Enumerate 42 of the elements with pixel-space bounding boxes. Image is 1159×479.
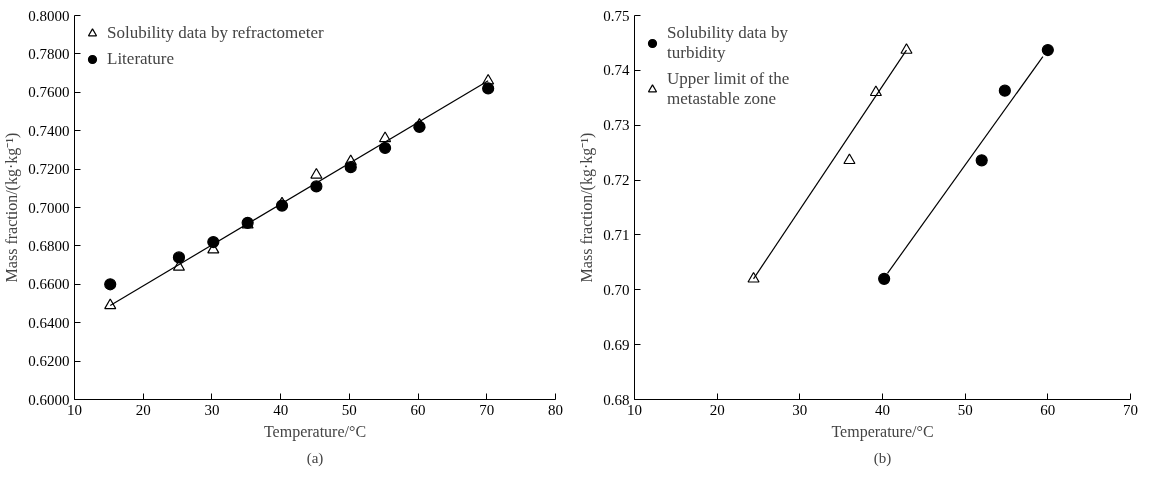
x-tick-label: 70 xyxy=(1123,401,1138,418)
x-tick-label: 20 xyxy=(709,401,725,418)
x-tick-label: 60 xyxy=(410,401,426,418)
y-tick-label: 0.6400 xyxy=(28,314,70,331)
legend-label: Upper limit of the metastable zone xyxy=(667,69,790,109)
y-tick-label: 0.75 xyxy=(603,7,630,24)
x-tick-label: 60 xyxy=(1040,401,1056,418)
y-tick-label: 0.73 xyxy=(603,117,630,134)
x-tick-label: 20 xyxy=(135,401,151,418)
y-tick-label: 0.7800 xyxy=(28,45,70,62)
y-tick-label: 0.68 xyxy=(603,391,630,408)
x-tick-label: 40 xyxy=(875,401,890,418)
text: (b) xyxy=(873,449,892,467)
x-axis-title: Temperature/°C xyxy=(263,422,367,441)
y-tick-label: 0.7000 xyxy=(28,199,70,216)
y-axis-title: Mass fraction/(kg·kg⁻¹) xyxy=(578,132,597,283)
y-tick-label: 0.72 xyxy=(603,172,630,189)
x-tick-label: 30 xyxy=(204,401,220,418)
x-axis-title: Temperature/°C xyxy=(831,422,934,441)
x-tick-label: 80 xyxy=(548,401,563,418)
y-tick-label: 0.6800 xyxy=(28,237,70,254)
x-tick-label: 50 xyxy=(341,401,357,418)
y-axis-title: Mass fraction/(kg·kg⁻¹) xyxy=(3,132,22,283)
y-tick-label: 0.69 xyxy=(603,336,630,353)
y-tick-label: 0.70 xyxy=(603,281,630,298)
x-tick-label: 40 xyxy=(273,401,289,418)
y-tick-label: 0.7600 xyxy=(28,84,70,101)
y-tick-label: 0.6000 xyxy=(28,391,70,408)
text: (a) xyxy=(306,449,324,467)
legend-label: Literature xyxy=(107,49,175,69)
y-tick-label: 0.8000 xyxy=(28,7,70,24)
x-tick-label: 30 xyxy=(792,401,808,418)
x-tick-label: 50 xyxy=(957,401,973,418)
legend-label: Solubility data by turbidity xyxy=(667,23,788,63)
y-tick-label: 0.7400 xyxy=(28,122,70,139)
y-tick-label: 0.71 xyxy=(603,226,630,243)
legend-label: Solubility data by refractometer xyxy=(107,23,324,43)
y-tick-label: 0.6200 xyxy=(28,353,70,370)
x-tick-label: 70 xyxy=(479,401,495,418)
y-tick-label: 0.74 xyxy=(603,62,630,79)
y-tick-label: 0.7200 xyxy=(28,161,70,178)
y-tick-label: 0.6600 xyxy=(28,276,70,293)
